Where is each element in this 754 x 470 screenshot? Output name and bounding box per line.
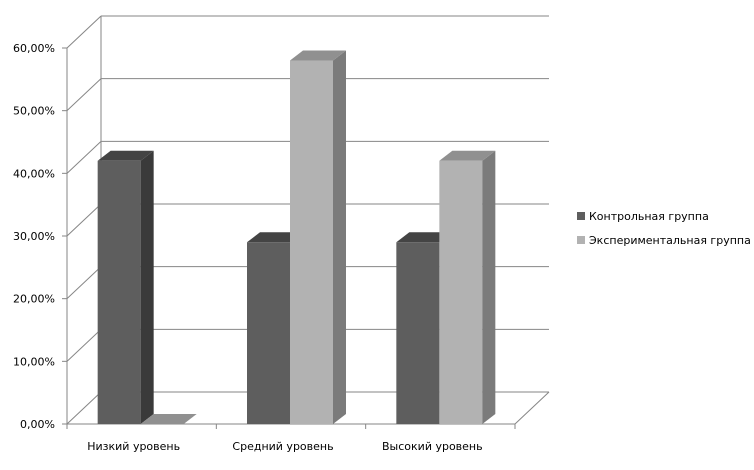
bar bbox=[97, 150, 154, 425]
bar-front bbox=[97, 160, 141, 425]
bar-top bbox=[290, 50, 346, 61]
gridline-diagonal bbox=[66, 140, 102, 174]
bar-top bbox=[97, 150, 154, 161]
bar-top bbox=[140, 414, 197, 424]
bar bbox=[439, 150, 496, 425]
bar-front bbox=[247, 242, 290, 424]
gridline-diagonal bbox=[66, 391, 102, 425]
gridline-diagonal bbox=[66, 266, 102, 300]
floor-right-edge bbox=[514, 391, 550, 425]
y-tick-label: 50,00% bbox=[13, 105, 55, 118]
legend-label: Контрольная группа bbox=[589, 210, 709, 223]
bar-front bbox=[290, 60, 333, 425]
legend-item: Контрольная группа bbox=[577, 210, 709, 223]
y-tick-label: 60,00% bbox=[13, 42, 55, 55]
bar-side bbox=[482, 150, 496, 425]
bar-side bbox=[140, 150, 154, 425]
bar-top bbox=[396, 232, 453, 243]
legend-label: Экспериментальная группа bbox=[589, 234, 751, 247]
gridline-diagonal bbox=[66, 15, 102, 49]
gridline-diagonal bbox=[66, 328, 102, 362]
x-category-label: Низкий уровень bbox=[87, 440, 180, 453]
bar-top bbox=[439, 150, 496, 161]
bar-side bbox=[333, 50, 346, 425]
legend: Контрольная группа Экспериментальная груп… bbox=[577, 210, 751, 247]
legend-swatch bbox=[577, 212, 585, 220]
y-tick-label: 30,00% bbox=[13, 230, 55, 243]
legend-item: Экспериментальная группа bbox=[577, 234, 751, 247]
y-tick-label: 40,00% bbox=[13, 167, 55, 180]
bars bbox=[97, 50, 496, 425]
gridline-diagonal bbox=[66, 203, 102, 237]
legend-swatch bbox=[577, 236, 585, 244]
y-tick-label: 10,00% bbox=[13, 355, 55, 368]
bar-front bbox=[396, 242, 440, 424]
gridline-diagonal bbox=[66, 78, 102, 112]
bar-front bbox=[439, 160, 483, 425]
x-category-labels: Низкий уровень Средний уровень Высокий уро… bbox=[87, 440, 482, 453]
y-tick-labels: 0,00% 10,00% 20,00% 30,00% 40,00% 50,00% 60,00… bbox=[13, 42, 55, 431]
x-category-label: Высокий уровень bbox=[382, 440, 483, 453]
y-tick-label: 20,00% bbox=[13, 293, 55, 306]
bar bbox=[290, 50, 346, 425]
x-category-label: Средний уровень bbox=[232, 440, 333, 453]
bar bbox=[140, 414, 197, 424]
y-tick-label: 0,00% bbox=[20, 418, 55, 431]
bar-top bbox=[247, 232, 303, 243]
